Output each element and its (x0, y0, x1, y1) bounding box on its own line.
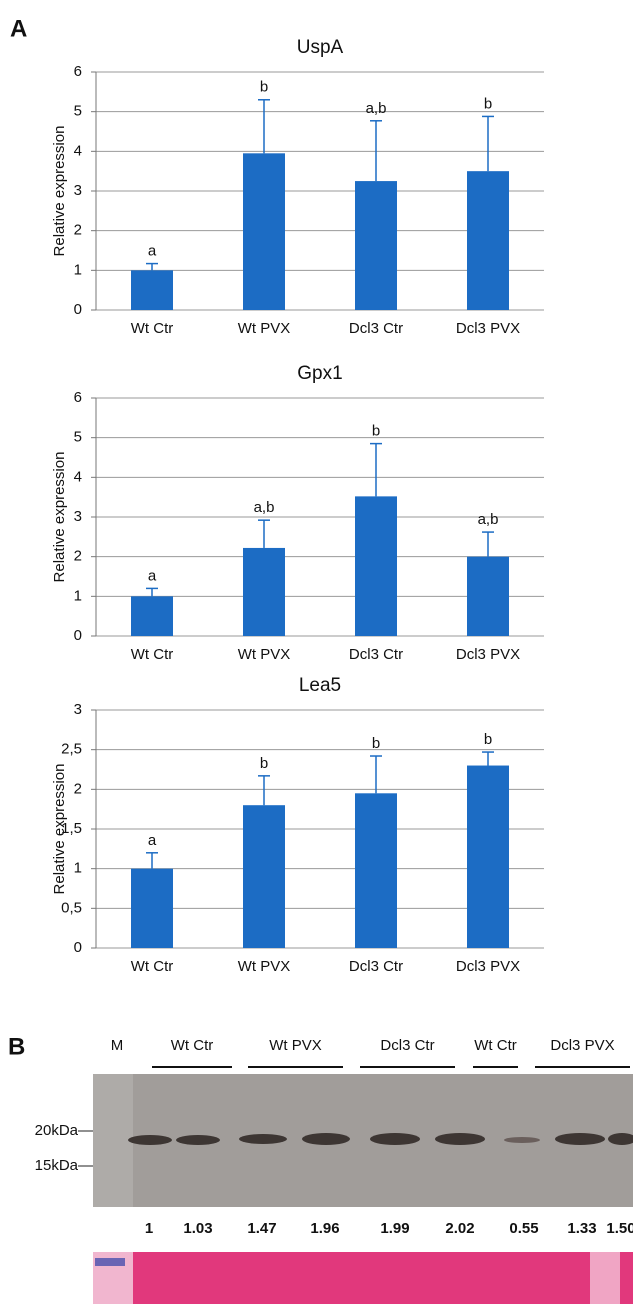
quantification: 0.55 (509, 1220, 538, 1237)
annotation: b (484, 731, 492, 748)
quantification: 1.03 (183, 1220, 212, 1237)
bar (467, 557, 509, 636)
y-tick-label: 0,5 (61, 899, 82, 916)
quantification: 1 (145, 1220, 153, 1237)
blot-membrane (93, 1074, 633, 1207)
lane-group-label: Wt PVX (269, 1037, 322, 1054)
y-tick-label: 2,5 (61, 741, 82, 758)
panel-label: A (10, 15, 27, 42)
x-tick-label: Wt PVX (238, 958, 291, 975)
bar (467, 171, 509, 310)
x-tick-label: Wt PVX (238, 646, 291, 663)
x-tick-label: Dcl3 PVX (456, 958, 520, 975)
bar (243, 805, 285, 948)
quantification: 1.33 (567, 1220, 596, 1237)
y-tick-label: 1 (74, 587, 82, 604)
bar (355, 181, 397, 310)
y-tick-label: 1,5 (61, 820, 82, 837)
figure: A B UspA Relative expression 0 1 2 3 4 5 6 a Wt Ct… (0, 0, 633, 1304)
x-tick-label: Wt Ctr (131, 646, 174, 663)
y-tick-label: 5 (74, 429, 82, 446)
blot-panel (78, 1074, 633, 1304)
ponceau-gap (590, 1252, 620, 1304)
y-tick-label: 2 (74, 548, 82, 565)
bar (355, 496, 397, 636)
y-tick-label: 1 (74, 261, 82, 278)
y-axis-title: Relative expression (51, 126, 68, 257)
x-tick-label: Wt Ctr (131, 320, 174, 337)
quantification: 2.02 (445, 1220, 474, 1237)
lane-group-label: Dcl3 Ctr (380, 1037, 434, 1054)
lane-group-label: Wt Ctr (171, 1037, 214, 1054)
bar (243, 153, 285, 310)
y-tick-label: 4 (74, 142, 82, 159)
bar (355, 793, 397, 948)
x-tick-label: Dcl3 PVX (456, 646, 520, 663)
annotation: b (372, 735, 380, 752)
y-tick-label: 5 (74, 103, 82, 120)
x-tick-label: Dcl3 Ctr (349, 320, 403, 337)
annotation: b (260, 79, 268, 96)
annotation: a,b (366, 100, 387, 117)
chart-title: Lea5 (299, 675, 341, 696)
chart-title: Gpx1 (297, 363, 342, 384)
bar (131, 596, 173, 636)
y-tick-label: 1 (74, 860, 82, 877)
quantification: 1.47 (247, 1220, 276, 1237)
y-tick-label: 2 (74, 780, 82, 797)
annotation: a,b (478, 511, 499, 528)
x-tick-label: Wt Ctr (131, 958, 174, 975)
x-tick-label: Dcl3 PVX (456, 320, 520, 337)
bar (467, 766, 509, 948)
quantification: 1.99 (380, 1220, 409, 1237)
page: A B UspA Relative expression 0 1 2 3 4 5 6 a Wt Ct… (0, 0, 633, 1304)
ponceau-stain (93, 1252, 633, 1304)
y-tick-label: 3 (74, 508, 82, 525)
annotation: a (148, 832, 157, 849)
annotation: a (148, 567, 157, 584)
x-tick-label: Dcl3 Ctr (349, 646, 403, 663)
panel-label: B (8, 1033, 25, 1060)
annotation: b (260, 755, 268, 772)
chart-title: UspA (297, 37, 344, 58)
y-tick-label: 3 (74, 182, 82, 199)
y-tick-label: 6 (74, 63, 82, 80)
bar (131, 270, 173, 310)
y-tick-label: 0 (74, 627, 82, 644)
bar (243, 548, 285, 636)
quantification: 1.50 (606, 1220, 633, 1237)
lane-group-label: Wt Ctr (474, 1037, 517, 1054)
bar (131, 869, 173, 948)
blot-marker-lane (93, 1074, 133, 1207)
annotation: b (484, 95, 492, 112)
lane-group-label: Dcl3 PVX (550, 1037, 614, 1054)
y-tick-label: 3 (74, 701, 82, 718)
x-tick-label: Dcl3 Ctr (349, 958, 403, 975)
annotation: a,b (254, 499, 275, 516)
size-marker: 20kDa (35, 1122, 79, 1139)
y-tick-label: 0 (74, 939, 82, 956)
annotation: a (148, 243, 157, 260)
y-tick-label: 6 (74, 389, 82, 406)
quantification: 1.96 (310, 1220, 339, 1237)
y-tick-label: 4 (74, 468, 82, 485)
ponceau-marker (95, 1258, 125, 1266)
annotation: b (372, 423, 380, 440)
y-tick-label: 0 (74, 301, 82, 318)
x-tick-label: Wt PVX (238, 320, 291, 337)
y-tick-label: 2 (74, 222, 82, 239)
size-marker: 15kDa (35, 1157, 79, 1174)
y-axis-title: Relative expression (51, 452, 68, 583)
lane-marker: M (111, 1037, 124, 1054)
